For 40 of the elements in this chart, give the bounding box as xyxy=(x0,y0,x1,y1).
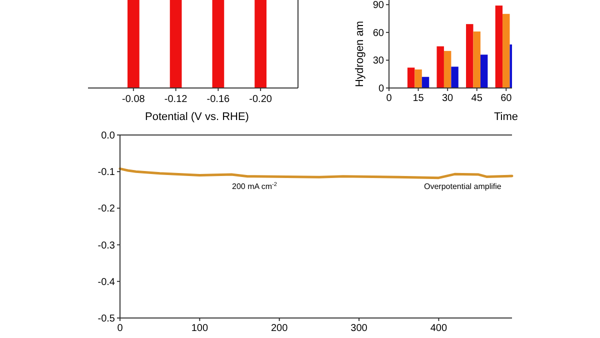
bar xyxy=(473,31,480,88)
bar xyxy=(480,54,488,88)
x-tick-label: 45 xyxy=(471,93,483,104)
x-tick-label: -0.20 xyxy=(249,94,272,105)
annotation: 200 mA cm$^{-2}$ xyxy=(232,182,277,191)
x-tick-label: 0 xyxy=(117,323,124,334)
y-tick-label: -0.2 xyxy=(98,204,116,215)
y-tick-label: -0.5 xyxy=(98,314,116,324)
x-tick-label: 300 xyxy=(350,323,368,334)
bar xyxy=(436,46,444,88)
line-series xyxy=(118,167,514,180)
x-tick-label: 400 xyxy=(430,323,448,334)
bar xyxy=(407,68,415,88)
bar xyxy=(495,6,503,88)
annotation: Overpotential amplifie xyxy=(424,182,502,191)
x-tick-label: 60 xyxy=(500,93,512,104)
x-tick-label: 100 xyxy=(191,323,208,334)
y-tick-label: -0.3 xyxy=(98,240,116,252)
y-tick-label: -0.1 xyxy=(98,167,116,178)
x-tick-label: 30 xyxy=(442,93,454,104)
y-tick-label: 60 xyxy=(372,28,384,39)
y-tick-label: 0.0 xyxy=(101,130,116,142)
bar xyxy=(451,66,458,88)
y-tick-label: 90 xyxy=(372,0,384,12)
x-axis-title: Potential (V vs. RHE) xyxy=(145,111,249,123)
bar xyxy=(444,50,452,88)
y-tick-label: -0.4 xyxy=(98,276,116,288)
x-tick-label: -0.08 xyxy=(122,94,146,105)
x-axis-title: Time xyxy=(494,111,518,123)
x-tick-label: -0.12 xyxy=(164,94,188,105)
x-tick-label: 200 xyxy=(271,323,288,334)
x-tick-label: 15 xyxy=(412,93,424,104)
y-axis-title: Hydrogen am xyxy=(354,20,366,88)
y-tick-label: 0 xyxy=(378,84,384,94)
bar xyxy=(422,76,430,88)
bar xyxy=(466,24,474,88)
y-tick-label: 30 xyxy=(372,56,384,67)
bar xyxy=(414,69,422,88)
x-tick-label: -0.16 xyxy=(206,94,230,105)
x-tick-label: 0 xyxy=(386,93,392,104)
